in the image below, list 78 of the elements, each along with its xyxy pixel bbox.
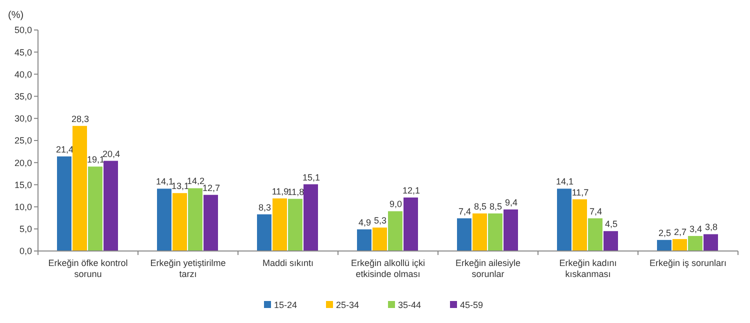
legend-label: 25-34 <box>336 300 360 310</box>
y-tick-label: 20,0 <box>14 158 32 168</box>
data-label: 13,1 <box>171 181 190 192</box>
data-label: 11,8 <box>287 186 304 197</box>
bar <box>488 213 502 251</box>
bar <box>672 239 687 251</box>
bar <box>588 218 602 251</box>
bar <box>57 156 72 251</box>
bar <box>157 188 172 251</box>
data-label: 12,1 <box>402 186 420 196</box>
data-label: 8,5 <box>489 201 502 212</box>
bar <box>457 218 472 251</box>
y-tick-label: 45,0 <box>14 47 32 58</box>
y-tick-label: 0,0 <box>19 246 32 256</box>
data-label: 28,3 <box>71 114 90 124</box>
data-label: 7,4 <box>458 206 472 216</box>
data-label: 14,1 <box>556 176 574 187</box>
x-tick-label: Erkeğin alkollü içki etkisinde olması <box>350 258 426 279</box>
bar <box>88 166 102 251</box>
data-label: 7,4 <box>589 206 602 216</box>
bar <box>357 229 372 251</box>
bar <box>372 228 387 251</box>
bar <box>657 240 672 251</box>
y-tick-label: 30,0 <box>14 114 32 124</box>
data-label: 3,4 <box>689 224 702 234</box>
bar <box>704 234 718 251</box>
bar <box>288 198 302 251</box>
bar <box>388 211 402 251</box>
x-tick-label: Erkeğin öfke kontrol sorunu <box>48 258 128 279</box>
legend-label: 15-24 <box>274 300 298 310</box>
bar <box>188 188 202 251</box>
data-label: 5,3 <box>374 216 387 226</box>
legend-label: 35-44 <box>398 300 422 310</box>
data-label: 12,7 <box>202 182 220 193</box>
bar <box>557 188 572 251</box>
y-tick-label: 40,0 <box>14 69 32 80</box>
data-label: 15,1 <box>302 172 320 182</box>
bar <box>688 236 702 251</box>
data-label: 11,9 <box>272 186 289 196</box>
data-label: 20,4 <box>102 148 120 159</box>
bar <box>172 193 187 251</box>
x-tick-label: Erkeğin yetiştirilme tarzı <box>150 258 226 279</box>
legend-label: 45-59 <box>460 300 484 310</box>
y-axis-title: (%) <box>8 10 24 21</box>
data-label: 4,9 <box>358 217 372 228</box>
y-tick-label: 50,0 <box>14 25 32 36</box>
y-tick-label: 15,0 <box>14 180 32 190</box>
bar <box>304 184 318 251</box>
bar <box>604 231 618 251</box>
x-tick-label: Erkeğin iş sorunları <box>649 258 727 268</box>
data-label: 14,1 <box>156 176 174 187</box>
data-label: 3,8 <box>704 222 718 232</box>
data-label: 21,4 <box>56 144 74 154</box>
bar <box>204 194 218 251</box>
data-label: 8,5 <box>474 201 487 212</box>
bar <box>472 213 487 251</box>
x-tick-label: Erkeğin kadını kıskanması <box>559 258 617 279</box>
data-label: 8,3 <box>258 202 272 212</box>
data-label: 4,5 <box>604 219 618 230</box>
data-label: 2,5 <box>658 228 672 238</box>
data-label: 2,7 <box>674 227 687 238</box>
bar <box>404 198 418 251</box>
data-label: 11,7 <box>572 187 589 198</box>
bar <box>504 209 518 251</box>
bar <box>257 214 272 251</box>
data-label: 9,0 <box>389 199 402 210</box>
x-tick-label: Erkeğin ailesiyle sorunlar <box>455 258 521 279</box>
y-tick-label: 35,0 <box>14 91 32 102</box>
bar <box>104 160 118 251</box>
y-tick-label: 25,0 <box>14 136 32 146</box>
bar <box>72 126 87 251</box>
y-tick-label: 10,0 <box>14 202 32 212</box>
y-tick-label: 5,0 <box>19 224 32 234</box>
data-label: 14,2 <box>186 176 205 186</box>
data-label: 9,4 <box>504 197 518 208</box>
x-tick-label: Maddi sıkıntı <box>262 258 314 268</box>
bar <box>272 198 287 251</box>
bar <box>572 199 587 251</box>
